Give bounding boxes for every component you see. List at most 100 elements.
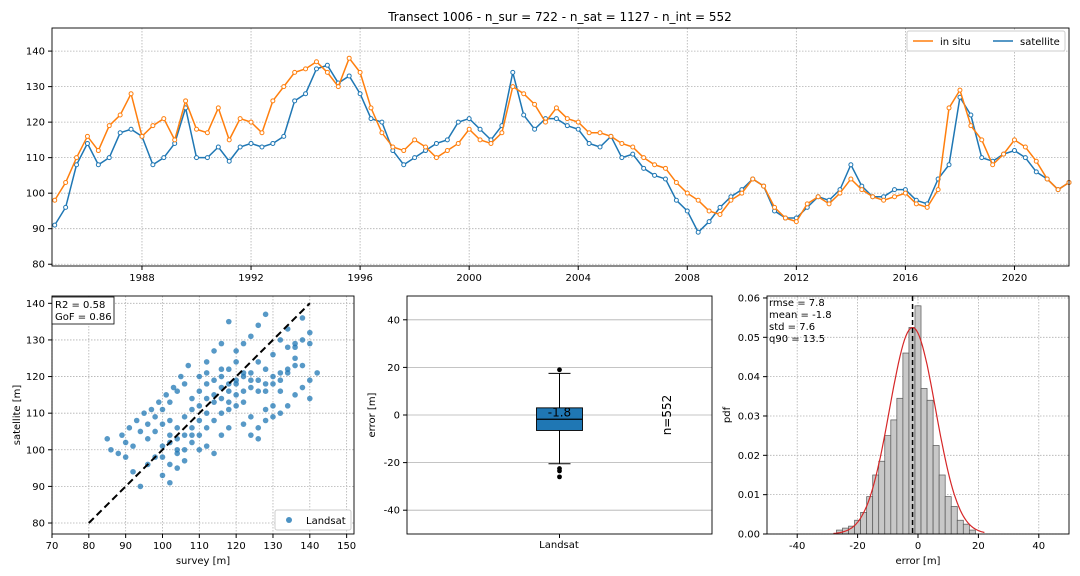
scatter-ytick-label: 130 bbox=[26, 335, 45, 346]
series-point-insitu bbox=[226, 137, 232, 143]
scatter-point bbox=[292, 392, 298, 398]
timeseries-legend: in situ satellite bbox=[906, 30, 1066, 52]
series-point-insitu bbox=[586, 130, 592, 136]
scatter-point bbox=[262, 366, 269, 373]
timeseries-xtick-label: 2020 bbox=[1002, 273, 1027, 284]
series-point-satellite bbox=[510, 69, 516, 75]
scatter-point bbox=[181, 432, 188, 438]
series-point-satellite bbox=[74, 162, 80, 168]
series-point-insitu bbox=[815, 194, 821, 200]
series-point-insitu bbox=[444, 148, 450, 154]
timeseries-ytick-label: 90 bbox=[32, 224, 45, 235]
series-point-satellite bbox=[586, 140, 592, 146]
scatter-ytick-label: 120 bbox=[26, 372, 45, 383]
scatter-point bbox=[196, 388, 203, 395]
series-point-satellite bbox=[979, 155, 985, 161]
timeseries-title: Transect 1006 - n_sur = 722 - n_sat = 11… bbox=[387, 10, 732, 24]
series-point-insitu bbox=[204, 130, 210, 136]
scatter-point bbox=[284, 366, 291, 373]
histogram-ytick-label: 0.01 bbox=[738, 490, 760, 501]
timeseries-xtick-label: 1992 bbox=[238, 273, 263, 284]
scatter-point bbox=[174, 388, 181, 395]
series-point-insitu bbox=[194, 126, 200, 132]
scatter-xtick-label: 110 bbox=[190, 541, 209, 552]
timeseries-xtick-label: 1988 bbox=[129, 273, 154, 284]
box-ylabel: error [m] bbox=[367, 392, 378, 437]
scatter-point bbox=[174, 450, 181, 457]
timeseries-ytick-label: 130 bbox=[26, 82, 45, 93]
scatter-point bbox=[137, 483, 144, 490]
box-outlier bbox=[557, 367, 562, 373]
scatter-point bbox=[203, 443, 210, 449]
timeseries-lines bbox=[52, 55, 1072, 235]
scatter-point bbox=[277, 337, 284, 343]
scatter-point bbox=[211, 399, 217, 405]
series-point-insitu bbox=[990, 162, 996, 168]
scatter-point bbox=[181, 457, 188, 464]
series-point-insitu bbox=[761, 183, 767, 189]
series-point-satellite bbox=[1033, 169, 1039, 175]
histogram-bar bbox=[920, 388, 928, 535]
series-point-satellite bbox=[892, 187, 898, 193]
scatter-point bbox=[203, 359, 210, 365]
series-point-satellite bbox=[368, 116, 374, 122]
scatter-point bbox=[233, 392, 239, 398]
series-point-satellite bbox=[106, 155, 112, 161]
scatter-ytick-label: 90 bbox=[32, 482, 45, 493]
scatter-point bbox=[167, 461, 173, 468]
scatter-point bbox=[189, 432, 195, 438]
scatter-xtick-label: 130 bbox=[263, 541, 282, 552]
series-point-insitu bbox=[357, 69, 363, 75]
scatter-point bbox=[211, 348, 217, 354]
series-point-insitu bbox=[826, 201, 832, 207]
series-point-satellite bbox=[237, 144, 243, 150]
series-point-insitu bbox=[608, 133, 614, 139]
series-point-satellite bbox=[215, 144, 221, 150]
scatter-ticks: 70 80 90 100 110 120 130 140 1508090100110120130… bbox=[26, 299, 356, 552]
series-point-insitu bbox=[150, 123, 156, 129]
series-point-insitu bbox=[313, 59, 319, 65]
scatter-point bbox=[240, 388, 247, 395]
series-point-insitu bbox=[739, 190, 745, 196]
series-point-insitu bbox=[433, 155, 439, 161]
series-point-insitu bbox=[248, 119, 254, 125]
histogram-ytick-label: 0.03 bbox=[738, 411, 760, 422]
scatter-point bbox=[270, 414, 276, 420]
series-point-satellite bbox=[444, 137, 450, 143]
box-marks bbox=[536, 367, 583, 480]
timeseries-ytick-label: 100 bbox=[26, 189, 45, 200]
histogram-bar bbox=[878, 460, 886, 535]
histogram-annotation-rmse: rmse = 7.8 bbox=[769, 298, 825, 309]
series-point-satellite bbox=[455, 119, 461, 125]
scatter-point bbox=[159, 443, 166, 449]
scatter-point bbox=[196, 373, 203, 380]
series-point-satellite bbox=[477, 126, 483, 132]
histogram-bar bbox=[938, 474, 946, 535]
scatter-point bbox=[189, 439, 195, 446]
scatter-point bbox=[307, 377, 313, 384]
scatter-point bbox=[196, 446, 203, 453]
scatter-point bbox=[174, 425, 181, 431]
scatter-point bbox=[167, 479, 173, 486]
scatter-point bbox=[240, 340, 247, 347]
scatter-point bbox=[262, 311, 269, 318]
series-point-satellite bbox=[357, 91, 363, 97]
scatter-point bbox=[292, 355, 298, 362]
scatter-grid bbox=[51, 296, 354, 534]
scatter-point bbox=[152, 428, 158, 435]
box-median-label: -1.8 bbox=[548, 405, 571, 419]
scatter-ylabel: satellite [m] bbox=[12, 385, 23, 446]
timeseries-ytick-label: 80 bbox=[32, 260, 45, 271]
series-point-insitu bbox=[1022, 144, 1028, 150]
histogram-bar bbox=[932, 445, 940, 535]
series-point-insitu bbox=[782, 215, 788, 221]
histogram-bar bbox=[926, 399, 934, 535]
series-point-insitu bbox=[521, 91, 527, 97]
series-point-insitu bbox=[270, 98, 276, 104]
scatter-points bbox=[104, 311, 320, 490]
scatter-point bbox=[277, 410, 284, 416]
series-point-insitu bbox=[924, 204, 930, 210]
series-point-insitu bbox=[412, 137, 418, 143]
series-point-insitu bbox=[172, 137, 178, 143]
scatter-point bbox=[211, 450, 217, 457]
